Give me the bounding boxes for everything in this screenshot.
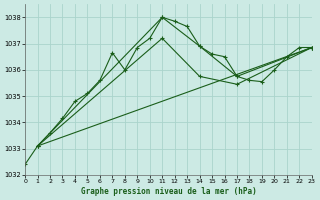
X-axis label: Graphe pression niveau de la mer (hPa): Graphe pression niveau de la mer (hPa): [81, 187, 256, 196]
